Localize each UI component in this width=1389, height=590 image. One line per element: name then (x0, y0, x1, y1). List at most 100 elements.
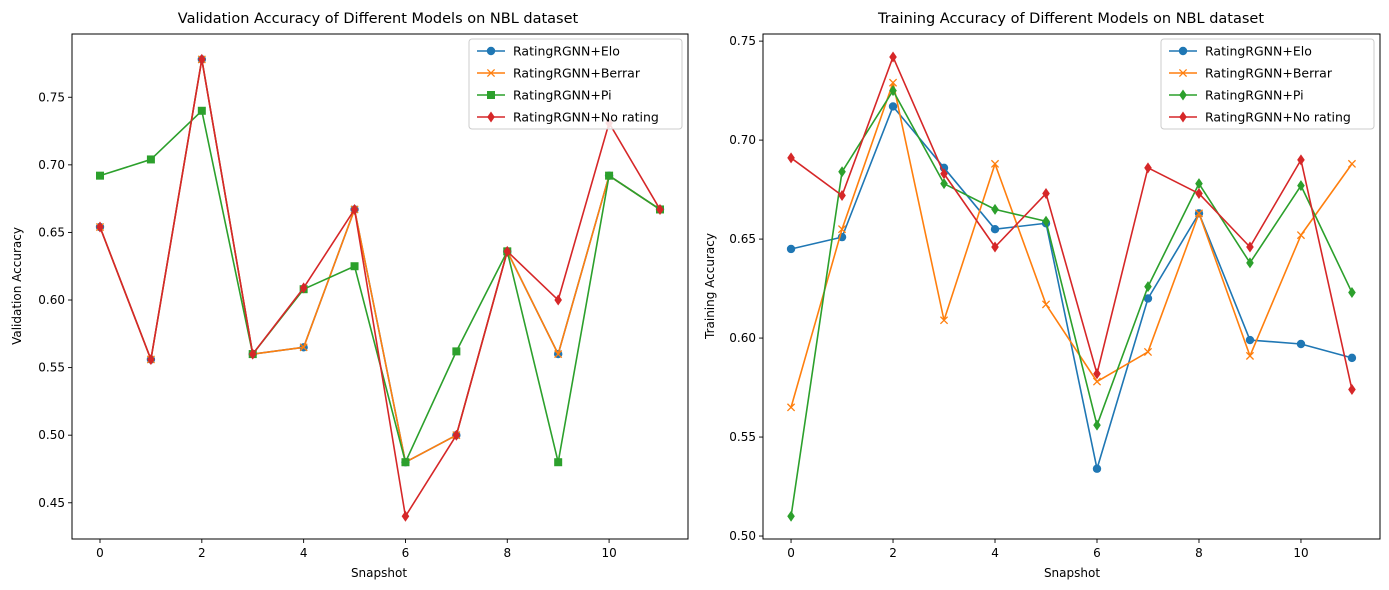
data-point (96, 221, 104, 233)
data-point (452, 429, 461, 441)
data-point (1245, 335, 1255, 345)
y-tick-label: 0.75 (38, 90, 65, 104)
data-point (147, 353, 155, 365)
legend-marker (486, 68, 496, 78)
y-tick-label: 0.70 (729, 133, 756, 147)
data-point (299, 343, 308, 352)
data-point (96, 171, 104, 180)
data-point (554, 458, 563, 467)
x-tick-label: 0 (787, 546, 795, 560)
legend-marker (1178, 46, 1188, 56)
legend-label: RatingRGNN+Elo (513, 44, 620, 59)
data-point (888, 78, 898, 87)
data-point (401, 458, 410, 467)
legend-label: RatingRGNN+Pi (513, 88, 612, 103)
data-point (1144, 281, 1152, 293)
x-tick-label: 2 (198, 546, 206, 560)
y-tick-label: 0.50 (729, 529, 756, 543)
x-tick-label: 6 (1093, 546, 1101, 560)
legend-label: RatingRGNN+Berrar (513, 66, 641, 81)
legend-marker (1179, 89, 1187, 101)
data-point (837, 225, 847, 234)
data-point (991, 203, 999, 215)
data-point (888, 102, 898, 111)
data-point (554, 350, 563, 359)
x-tick-label: 10 (601, 546, 616, 560)
data-point (146, 155, 155, 164)
legend-marker (487, 111, 495, 123)
y-tick-label: 0.50 (38, 428, 65, 442)
legend-marker (1178, 68, 1188, 78)
data-point (197, 106, 206, 115)
data-point (1296, 231, 1306, 240)
legend-item: RatingRGNN+No rating (477, 110, 659, 125)
legend-label: RatingRGNN+No rating (1205, 110, 1351, 125)
data-point (248, 348, 257, 360)
legend: RatingRGNN+Elo RatingRGNN+Berrar RatingRGN… (468, 38, 683, 130)
legend-marker (487, 91, 495, 99)
chart-title: Training Accuracy of Different Models on… (877, 11, 1264, 27)
data-point (939, 316, 949, 325)
y-tick-label: 0.65 (729, 232, 756, 246)
data-point (940, 178, 948, 190)
legend-item: RatingRGNN+Pi (477, 88, 612, 103)
data-point (991, 241, 999, 253)
data-point (1348, 287, 1356, 299)
data-point (1246, 241, 1254, 253)
data-point (1194, 209, 1204, 218)
legend: RatingRGNN+Elo RatingRGNN+Berrar RatingRGN… (1160, 38, 1375, 130)
data-point (1093, 368, 1101, 380)
data-point (1348, 384, 1356, 396)
y-tick-label: 0.45 (38, 496, 65, 510)
series-line (99, 58, 661, 518)
series-line (790, 56, 1353, 390)
data-point (990, 224, 1000, 234)
data-point (940, 168, 948, 180)
chart-title: Validation Accuracy of Different Models … (178, 11, 579, 27)
data-point (787, 152, 795, 164)
legend-marker (1179, 111, 1187, 123)
legend-label: RatingRGNN+Berrar (1205, 66, 1333, 81)
y-axis-label: Training Accuracy (703, 233, 717, 340)
data-point (1195, 188, 1203, 200)
x-tick-label: 4 (991, 546, 999, 560)
series-ratingrgnn-pi (96, 106, 664, 467)
x-tick-label: 8 (1195, 546, 1203, 560)
x-axis-label: Snapshot (1044, 566, 1100, 580)
y-tick-label: 0.70 (38, 158, 65, 172)
data-point (1042, 188, 1050, 200)
x-tick-label: 4 (300, 546, 308, 560)
plot-area-frame (762, 33, 1381, 540)
data-point (1092, 377, 1102, 386)
y-tick-label: 0.55 (729, 430, 756, 444)
series-ratingrgnn-pi (787, 85, 1356, 522)
data-point (838, 166, 846, 178)
legend-item: RatingRGNN+No rating (1169, 110, 1351, 125)
y-axis-label: Validation Accuracy (10, 227, 24, 345)
legend-item: RatingRGNN+Berrar (477, 66, 641, 81)
data-point (1143, 294, 1153, 303)
data-point (838, 190, 846, 202)
data-point (554, 294, 562, 306)
data-point (1042, 215, 1050, 227)
legend-box (468, 38, 683, 130)
data-point (1347, 159, 1357, 168)
data-point (787, 510, 795, 522)
data-point (452, 347, 461, 356)
legend-label: RatingRGNN+Elo (1205, 44, 1312, 59)
data-point (990, 159, 1000, 168)
series-line (790, 89, 1353, 517)
data-point (1144, 162, 1152, 174)
legend-item: RatingRGNN+Elo (477, 44, 620, 59)
data-point (1093, 419, 1101, 431)
legend-item: RatingRGNN+Berrar (1169, 66, 1333, 81)
legend-box (1160, 38, 1375, 130)
data-point (656, 203, 664, 215)
x-tick-label: 2 (889, 546, 897, 560)
data-point (350, 262, 359, 271)
y-tick-label: 0.75 (729, 34, 756, 48)
data-point (350, 203, 359, 215)
data-point (1297, 180, 1305, 192)
data-point (198, 53, 206, 65)
